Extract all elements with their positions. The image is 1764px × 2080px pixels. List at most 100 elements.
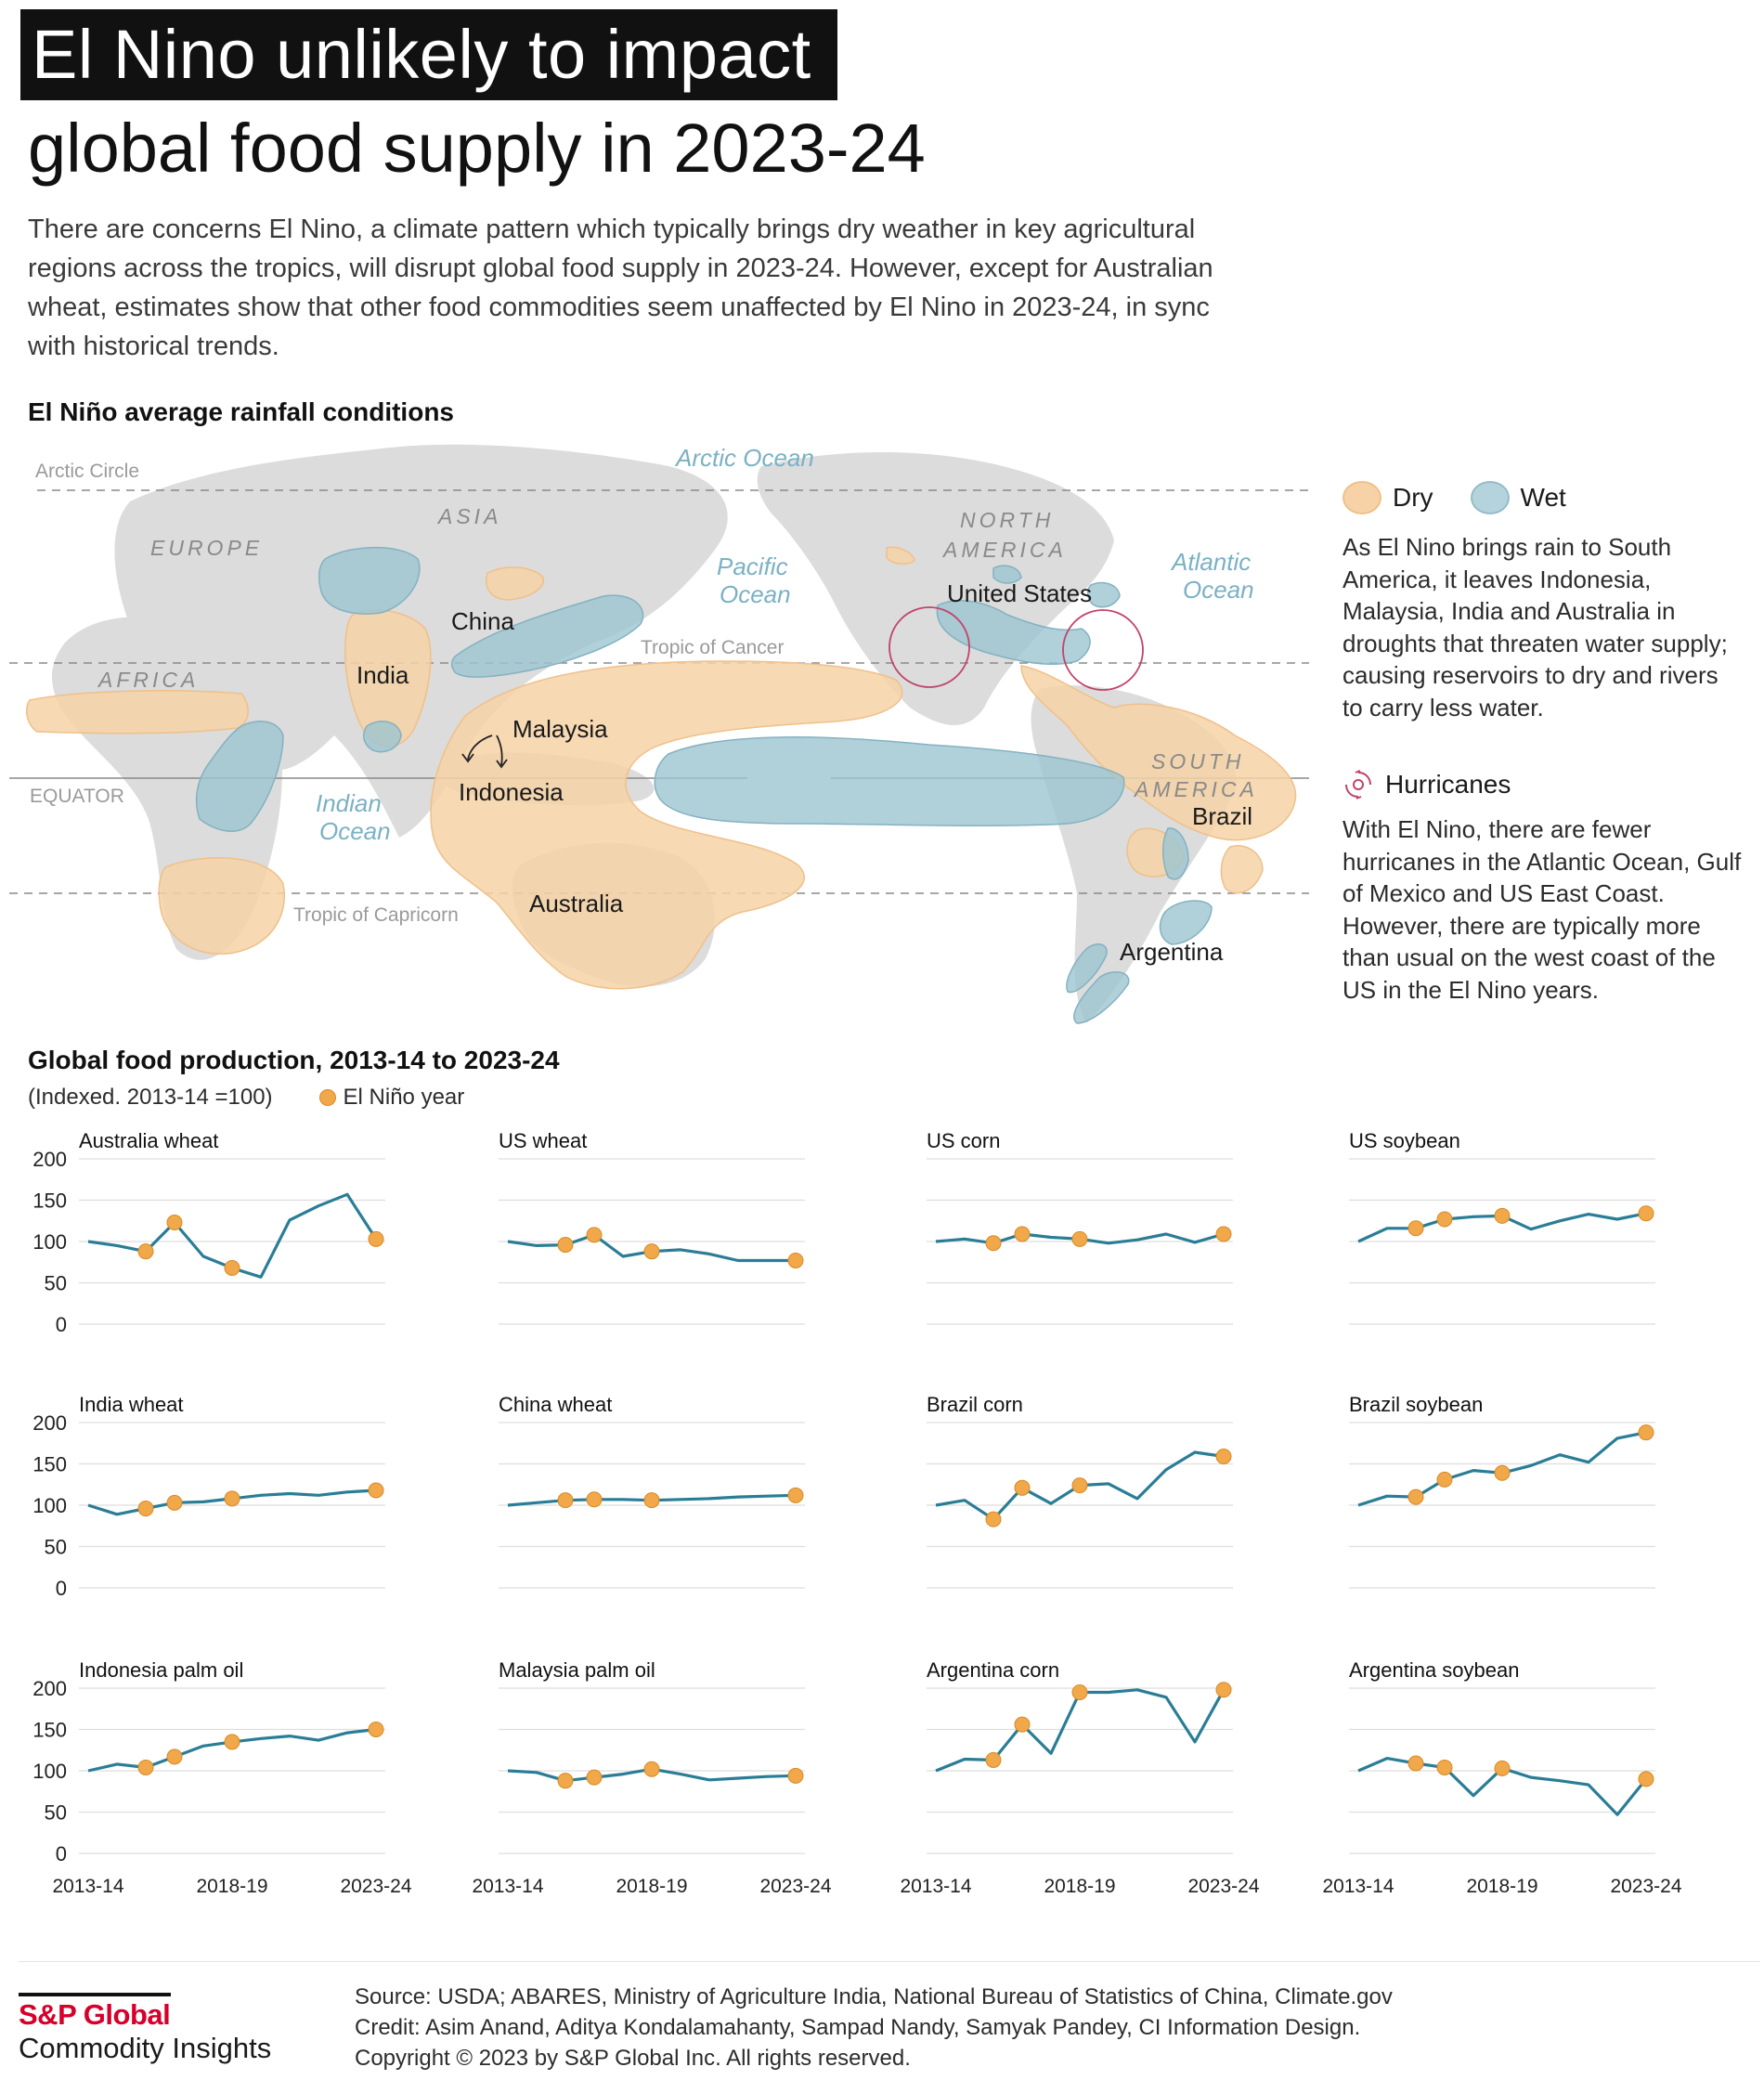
brand-logo: S&P Global — [19, 1998, 171, 2031]
pacific-ocean-label-2: Ocean — [720, 580, 791, 608]
north-america-landmass — [757, 452, 1114, 725]
argentina-label: Argentina — [1120, 938, 1224, 966]
arrow-left-head — [461, 753, 474, 763]
el-nino-marker — [1407, 1220, 1424, 1237]
x-tick-label: 2013-14 — [52, 1876, 123, 1894]
el-nino-legend-label: El Niño year — [343, 1085, 465, 1110]
rainfall-legend: Dry Wet — [1342, 479, 1603, 516]
chart-brazil-soybean: Brazil soybean — [1349, 1393, 1655, 1589]
chart-title: Argentina corn — [927, 1658, 1059, 1682]
el-nino-marker — [1436, 1471, 1453, 1488]
title-line-1: El Nino unlikely to impact — [20, 9, 837, 100]
el-nino-marker — [557, 1492, 574, 1509]
indian-ocean-label-1: Indian — [316, 789, 382, 817]
el-nino-marker — [1071, 1230, 1088, 1247]
continent-labels: EUROPE ASIA AFRICA NORTH AMERICA SOUTH A… — [97, 504, 1254, 801]
el-nino-marker — [1071, 1477, 1088, 1494]
dry-region-southern-africa — [158, 857, 285, 955]
el-nino-marker — [787, 1767, 804, 1784]
line-labels: Arctic Circle Tropic of Cancer EQUATOR T… — [30, 461, 784, 926]
wet-region-equatorial-pacific — [654, 736, 1125, 826]
tropic-of-capricorn-label: Tropic of Capricorn — [293, 904, 459, 926]
y-tick-label: 50 — [45, 1272, 67, 1295]
malaysia-arrows — [461, 734, 508, 769]
logo-bar — [19, 1993, 171, 1996]
el-nino-marker — [787, 1252, 804, 1268]
el-nino-marker — [1638, 1771, 1654, 1788]
wet-region-east-asia — [450, 594, 644, 678]
chart-title: Malaysia palm oil — [499, 1658, 655, 1682]
brazil-label: Brazil — [1192, 802, 1252, 830]
united-states-label: United States — [947, 579, 1092, 607]
el-nino-marker — [1494, 1207, 1511, 1224]
series-line — [935, 1688, 1226, 1773]
y-tick-label: 200 — [32, 1148, 67, 1171]
atlantic-ocean-label-2: Ocean — [1183, 576, 1254, 604]
chart-us-wheat: US wheat — [499, 1129, 805, 1325]
chart-title: Argentina soybean — [1349, 1658, 1519, 1682]
x-tick-label: 2013-14 — [1322, 1876, 1394, 1894]
atlantic-ocean-label-1: Atlantic — [1170, 548, 1251, 576]
el-nino-marker — [643, 1243, 660, 1260]
chart-brazil-corn: Brazil corn — [927, 1393, 1233, 1589]
wet-region-argentina-south — [1073, 970, 1130, 1024]
el-nino-marker — [166, 1748, 183, 1765]
ocean-labels: Arctic Ocean Pacific Ocean Atlantic Ocea… — [316, 444, 1254, 845]
source-text: Source: USDA; ABARES, Ministry of Agricu… — [355, 1984, 1393, 2009]
el-nino-marker — [1215, 1682, 1232, 1698]
wet-region-us-midwest — [992, 565, 1022, 584]
y-tick-label: 50 — [45, 1536, 67, 1559]
el-nino-marker — [368, 1722, 384, 1737]
chart-malaysia-palm-oil: Malaysia palm oil 2013-14 2018-19 2023-24 — [472, 1658, 831, 1894]
south-america-label-1: SOUTH — [1151, 749, 1245, 774]
dry-swatch — [1342, 481, 1381, 514]
wet-legend-label: Wet — [1520, 483, 1566, 512]
dry-region-east-brazil — [1220, 845, 1264, 894]
y-tick-label: 200 — [32, 1411, 67, 1435]
asia-label: ASIA — [436, 504, 501, 528]
chart-india-wheat: 0 50 100 150 200 India wheat — [32, 1393, 385, 1600]
el-nino-marker — [985, 1751, 1002, 1768]
brand-subtitle: Commodity Insights — [19, 2032, 272, 2064]
australia-label: Australia — [529, 890, 624, 917]
dry-region-us-west — [886, 546, 915, 565]
el-nino-marker — [1407, 1488, 1424, 1505]
hurricane-zone-atlantic — [1062, 609, 1144, 691]
wet-region-central-asia — [318, 546, 421, 615]
chart-title: US wheat — [499, 1129, 587, 1152]
el-nino-marker — [787, 1487, 804, 1503]
el-nino-marker — [224, 1259, 240, 1276]
el-nino-marker — [224, 1734, 240, 1750]
production-title: Global food production, 2013-14 to 2023-… — [28, 1046, 560, 1074]
chart-title: Australia wheat — [79, 1129, 218, 1152]
el-nino-marker — [586, 1227, 603, 1243]
chart-title: China wheat — [499, 1393, 612, 1416]
wet-region-argentina-north — [1159, 900, 1213, 945]
africa-label: AFRICA — [97, 668, 199, 692]
wet-regions — [195, 546, 1213, 1024]
dry-legend-label: Dry — [1393, 483, 1433, 512]
el-nino-marker — [586, 1769, 603, 1786]
y-tick-label: 0 — [56, 1313, 67, 1336]
chart-title: India wheat — [79, 1393, 184, 1416]
el-nino-marker — [166, 1215, 183, 1231]
x-tick-label: 2013-14 — [900, 1876, 971, 1894]
el-nino-marker — [137, 1243, 154, 1260]
hurricanes-description: With El Nino, there are fewer hurricanes… — [1342, 815, 1742, 1004]
el-nino-marker — [1014, 1716, 1031, 1733]
hurricane-legend: Hurricanes — [1342, 769, 1511, 800]
china-label: China — [451, 607, 514, 635]
wet-region-chile — [1066, 943, 1108, 994]
x-tick-label: 2018-19 — [1466, 1876, 1537, 1894]
el-nino-marker — [557, 1773, 574, 1789]
dry-wet-description: As El Nino brings rain to South America,… — [1342, 533, 1728, 722]
x-tick-label: 2018-19 — [616, 1876, 687, 1894]
arrow-right-head — [496, 759, 508, 769]
hurricane-zones — [888, 606, 1144, 691]
map-title: El Niño average rainfall conditions — [28, 397, 454, 426]
credit-text: Credit: Asim Anand, Aditya Kondalamahant… — [355, 2015, 1361, 2040]
chart-title: Brazil soybean — [1349, 1393, 1483, 1416]
el-nino-marker — [137, 1501, 154, 1517]
north-america-label-1: NORTH — [960, 508, 1054, 532]
arctic-ocean-label: Arctic Ocean — [674, 444, 814, 472]
